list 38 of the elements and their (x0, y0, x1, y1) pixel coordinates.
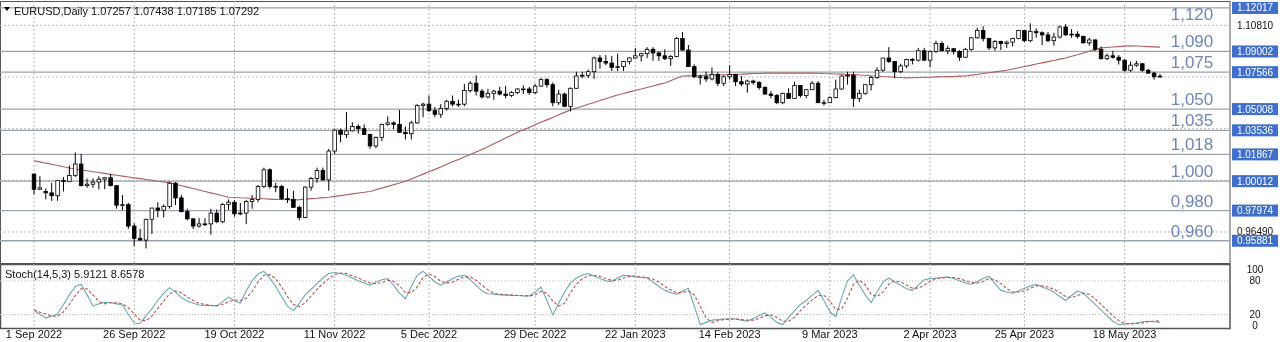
chart-title: EURUSD,Daily 1.07257 1.07438 1.07185 1.07292 (14, 4, 260, 17)
x-tick-label: 26 Sep 2022 (103, 328, 166, 340)
x-tick-label: 1 Sep 2022 (5, 328, 63, 340)
chart-title: Stoch(14,5,3) 5.9121 8.6578 (5, 267, 145, 280)
ref-line-label: 1.00012 (1236, 175, 1274, 187)
ref-line-label: 1.12017 (1236, 2, 1274, 14)
text: 1,090 (1170, 32, 1214, 52)
ref-line-label: 1.07566 (1236, 66, 1274, 78)
text: 1,075 (1170, 53, 1214, 73)
ref-line-label: 1.01867 (1236, 148, 1274, 160)
x-tick-label: 19 Oct 2022 (204, 328, 265, 340)
y-tick-label: 100 (1246, 264, 1264, 276)
ref-line-label: 0.97974 (1236, 205, 1274, 217)
ref-line-label: 0.95881 (1236, 235, 1274, 247)
y-tick-label: 0 (1252, 320, 1259, 332)
x-tick-label: 25 Apr 2023 (994, 328, 1055, 340)
y-tick-label: 80 (1249, 275, 1261, 287)
x-tick-label: 14 Feb 2023 (698, 328, 761, 340)
y-tick-label: 20 (1249, 309, 1261, 321)
y-tick-label: 1.10810 (1236, 19, 1274, 31)
x-tick-label: 2 Apr 2023 (903, 328, 957, 340)
ref-line-label: 1.03536 (1236, 124, 1274, 136)
text: 1,000 (1170, 162, 1214, 182)
text: 1,120 (1170, 4, 1214, 24)
y-tick-label: 0.96490 (1236, 226, 1274, 238)
x-tick-label: 18 May 2023 (1092, 328, 1157, 340)
text: 0,960 (1170, 221, 1214, 241)
x-tick-label: 29 Dec 2022 (503, 328, 567, 340)
x-tick-label: 11 Nov 2022 (303, 328, 366, 340)
text: 1,018 (1170, 135, 1214, 155)
text: 1,035 (1170, 111, 1214, 131)
x-tick-label: 22 Jan 2023 (605, 328, 666, 340)
ref-line-label: 1.09002 (1236, 45, 1274, 57)
x-tick-label: 5 Dec 2022 (400, 328, 458, 340)
ref-line-label: 1.05008 (1236, 103, 1274, 115)
text: 0,980 (1170, 191, 1214, 211)
text: 1,050 (1170, 90, 1214, 110)
x-tick-label: 9 Mar 2023 (802, 328, 858, 340)
